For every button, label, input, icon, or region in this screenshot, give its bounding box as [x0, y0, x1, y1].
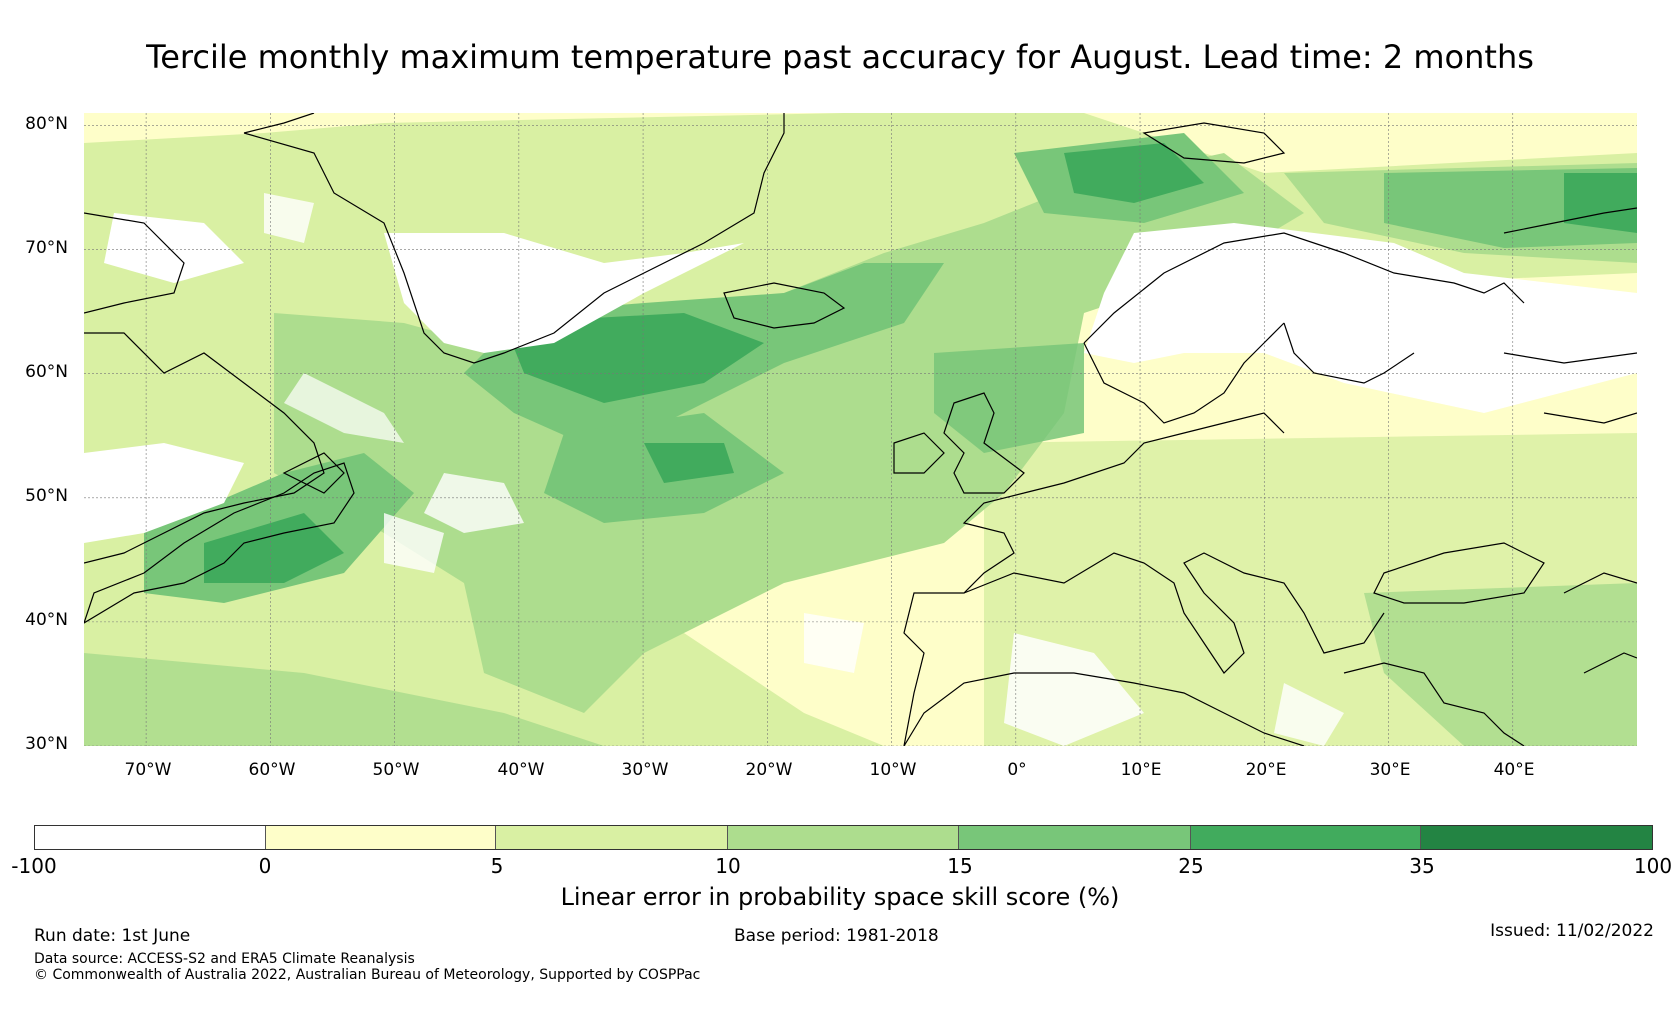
issued-date: Issued: 11/02/2022 [1490, 921, 1654, 941]
lon-label-30e: 30°E [1369, 760, 1411, 780]
colorbar-segment-neg100-0 [35, 826, 266, 849]
lat-label-60n: 60°N [25, 362, 68, 382]
lon-label-20e: 20°E [1245, 760, 1287, 780]
colorbar-segment-35-100 [1421, 826, 1653, 849]
copyright: © Commonwealth of Australia 2022, Austra… [34, 967, 701, 983]
colorbar-tick-neg100: -100 [11, 854, 57, 878]
skill-map [84, 113, 1637, 746]
map-canvas [84, 113, 1637, 746]
colorbar-tick-25: 25 [1178, 854, 1204, 878]
lon-label-40w: 40°W [497, 760, 545, 780]
colorbar [34, 825, 1653, 850]
map-title: Tercile monthly maximum temperature past… [146, 38, 1534, 76]
lon-label-20w: 20°W [745, 760, 793, 780]
colorbar-segment-10-15 [728, 826, 959, 849]
lon-label-30w: 30°W [621, 760, 669, 780]
colorbar-tick-35: 35 [1409, 854, 1435, 878]
lon-label-40e: 40°E [1493, 760, 1535, 780]
base-period: Base period: 1981-2018 [734, 926, 939, 946]
colorbar-tick-0: 0 [258, 854, 272, 878]
lon-label-70w: 70°W [124, 760, 172, 780]
lat-label-70n: 70°N [25, 238, 68, 258]
colorbar-tick-10: 10 [715, 854, 741, 878]
colorbar-tick-5: 5 [490, 854, 504, 878]
coastlines [84, 113, 1637, 746]
colorbar-tick-100: 100 [1633, 854, 1673, 878]
lon-label-50w: 50°W [372, 760, 420, 780]
graticule [84, 113, 1637, 746]
colorbar-tick-15: 15 [947, 854, 973, 878]
colorbar-segment-15-25 [958, 826, 1191, 849]
lat-label-80n: 80°N [25, 114, 68, 134]
lon-label-10w: 10°W [869, 760, 917, 780]
lon-label-10e: 10°E [1120, 760, 1162, 780]
lat-label-50n: 50°N [25, 486, 68, 506]
lon-label-0: 0° [1007, 760, 1027, 780]
lat-label-30n: 30°N [25, 734, 68, 754]
run-date: Run date: 1st June [34, 926, 191, 946]
colorbar-segment-25-35 [1190, 826, 1422, 849]
data-source: Data source: ACCESS-S2 and ERA5 Climate … [34, 951, 415, 967]
colorbar-title: Linear error in probability space skill … [560, 883, 1120, 911]
skill-regions [84, 113, 1637, 746]
lat-label-40n: 40°N [25, 610, 68, 630]
colorbar-segment-0-5 [265, 826, 497, 849]
lon-label-60w: 60°W [248, 760, 296, 780]
colorbar-segment-5-10 [496, 826, 729, 849]
